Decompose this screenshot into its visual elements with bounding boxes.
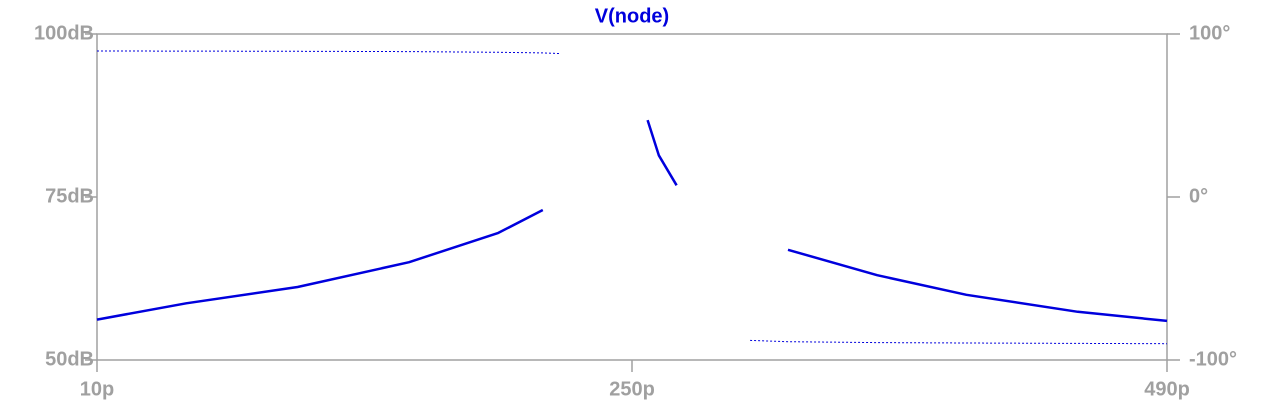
series-line	[96, 119, 1168, 323]
series-line	[96, 50, 1168, 345]
y-tick-label: 100dB	[34, 22, 94, 44]
plot-frame	[96, 33, 1168, 361]
x-tick-label: 10p	[80, 378, 114, 400]
y-tick-label: 75dB	[45, 185, 94, 207]
y2-tick-label: 0°	[1189, 185, 1208, 207]
chart-title: V(node)	[595, 5, 669, 27]
y-tick-label: 50dB	[45, 348, 94, 370]
y2-tick-label: 100°	[1189, 22, 1230, 44]
x-tick-label: 490p	[1144, 378, 1190, 400]
y2-tick-label: -100°	[1189, 348, 1237, 370]
x-tick-label: 250p	[609, 378, 655, 400]
